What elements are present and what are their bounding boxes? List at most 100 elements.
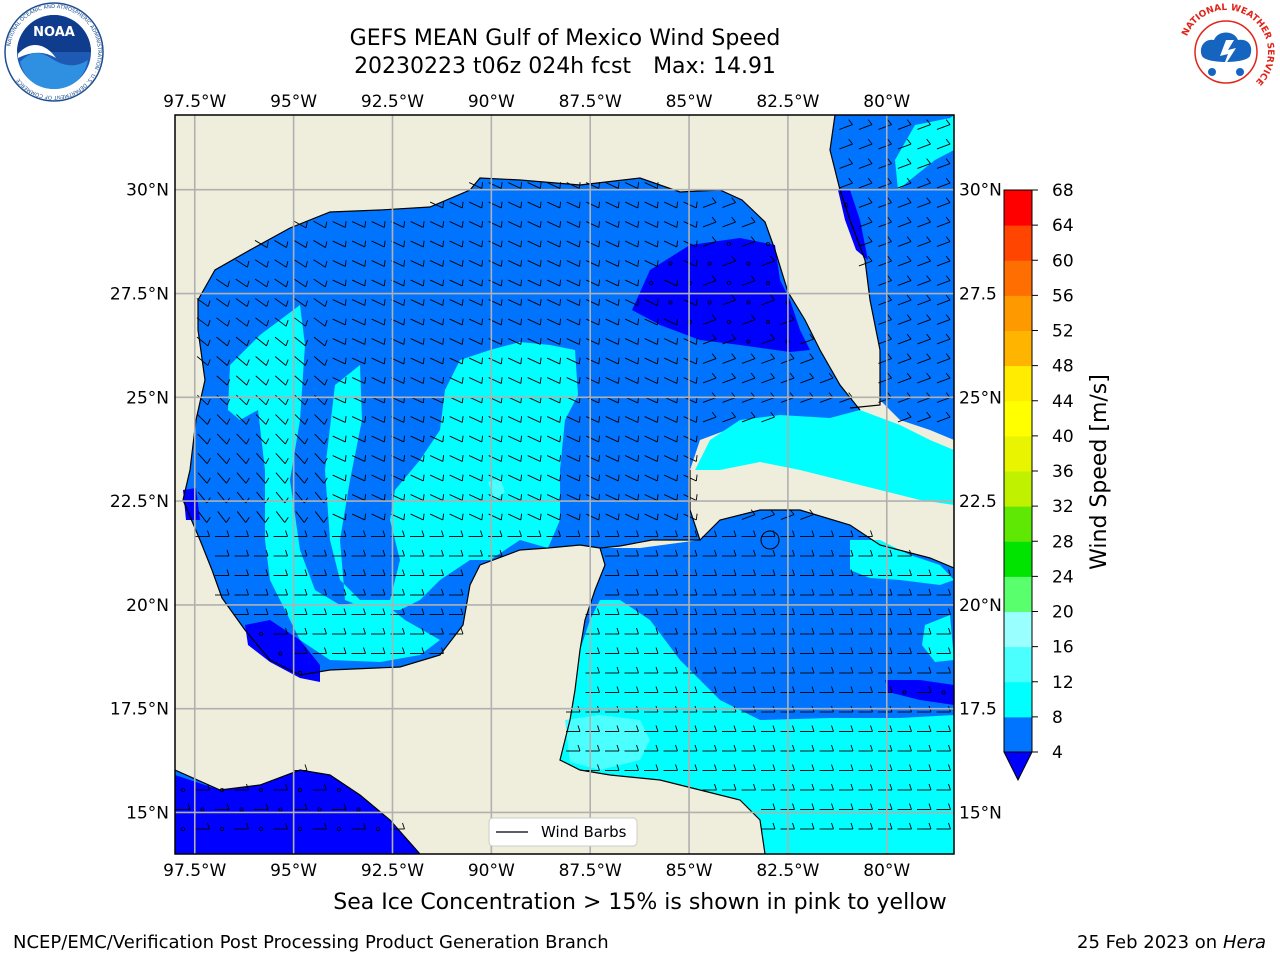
wind-barb: [507, 494, 523, 501]
wind-barb: [722, 744, 737, 752]
wind-barb: [897, 314, 912, 325]
wind-barb: [566, 474, 581, 482]
wind-barb: [644, 666, 659, 674]
footer-machine: Hera: [1222, 932, 1266, 953]
wind-barb-calm: [200, 807, 205, 812]
wind-barb: [468, 357, 484, 365]
wind-barb: [722, 216, 736, 228]
wind-barb: [761, 686, 776, 693]
wind-barb: [293, 530, 308, 537]
wind-barb: [800, 569, 815, 576]
wind-barb: [644, 647, 659, 654]
wind-barb: [624, 725, 639, 732]
wind-barb: [761, 372, 775, 384]
wind-barb: [683, 764, 698, 771]
lon-tick-bottom-0: 97.5°W: [163, 861, 226, 881]
wind-barb: [858, 647, 873, 654]
colorbar-band-64-68: [1004, 190, 1032, 226]
wind-barb: [936, 588, 951, 596]
wind-barb: [566, 338, 581, 345]
wind-barb: [527, 357, 542, 365]
wind-barb: [741, 764, 756, 771]
wind-barb: [468, 530, 483, 537]
wind-barb: [566, 260, 581, 267]
wind-barb: [351, 822, 366, 830]
wind-barb: [234, 569, 249, 576]
wind-barb: [936, 314, 951, 325]
wind-barb: [819, 627, 834, 635]
wind-barb: [235, 298, 250, 307]
wind-barb: [449, 608, 464, 615]
wind-barb: [663, 201, 679, 209]
wind-barb: [274, 356, 289, 366]
wind-barb: [605, 455, 620, 462]
wind-barb: [683, 608, 698, 615]
wind-barb: [313, 278, 328, 288]
wind-barb: [897, 764, 912, 771]
wind-barb: [683, 569, 698, 576]
wind-barb-calm: [727, 319, 732, 324]
wind-barb-calm: [746, 300, 751, 305]
colorbar-band-16-20: [1004, 611, 1032, 648]
wind-barb: [624, 318, 640, 326]
wind-barb: [819, 647, 834, 654]
wind-barb: [313, 336, 328, 347]
colorbar-tick-52: 52: [1052, 322, 1074, 342]
wind-barb: [294, 453, 309, 464]
wind-barb: [351, 357, 367, 365]
wind-barb: [294, 336, 309, 347]
wind-barb: [449, 299, 464, 306]
wind-barb: [897, 333, 912, 345]
wind-barb: [468, 338, 484, 345]
wind-barb: [917, 119, 931, 130]
wind-barb: [293, 588, 308, 596]
wind-barb: [936, 236, 951, 247]
wind-barb: [761, 725, 776, 732]
wind-barb: [663, 221, 679, 228]
wind-barb: [839, 725, 854, 732]
wind-barb: [371, 627, 386, 635]
wind-barb: [917, 216, 931, 228]
wind-barb: [256, 511, 270, 523]
wind-barb: [507, 377, 523, 384]
wind-barb: [741, 569, 756, 576]
map-layers: Wind Barbs: [175, 115, 954, 854]
wind-barb: [546, 318, 562, 326]
wind-barb: [585, 221, 601, 228]
footer-date: 25 Feb 2023 on Hera: [1077, 932, 1266, 953]
wind-barb-calm: [766, 319, 771, 324]
wind-barb: [468, 494, 484, 501]
wind-barb: [566, 182, 581, 189]
wind-barb: [216, 375, 231, 386]
wind-barb: [858, 666, 873, 674]
wind-barb: [858, 803, 873, 810]
wind-barb: [722, 294, 736, 306]
wind-barb: [644, 201, 659, 209]
wind-barb: [605, 377, 620, 384]
wind-barb: [507, 182, 523, 189]
wind-barb: [761, 569, 776, 576]
wind-barb: [936, 255, 951, 267]
wind-barb: [722, 686, 737, 693]
wind-barb: [449, 377, 464, 384]
wind-barb: [800, 764, 815, 771]
wind-barb: [197, 433, 211, 445]
wind-barb: [293, 647, 308, 654]
colorbar-tick-64: 64: [1052, 216, 1074, 236]
wind-barb: [683, 416, 698, 423]
wind-barb-calm: [844, 202, 849, 207]
wind-barb: [839, 530, 854, 537]
wind-barb: [800, 588, 815, 596]
wind-barb: [527, 455, 542, 462]
speed-band-8-12-caribbean: [560, 600, 954, 854]
wind-barb: [314, 453, 328, 464]
wind-barb: [878, 549, 893, 557]
wind-barb: [274, 336, 289, 347]
wind-barb: [332, 530, 347, 537]
wind-barb: [702, 353, 717, 364]
wind-barb: [527, 221, 542, 228]
speed-band-12-16-yucatan: [565, 715, 650, 770]
wind-barb: [351, 318, 367, 326]
wind-barb: [839, 138, 853, 150]
wind-barb: [858, 627, 873, 635]
